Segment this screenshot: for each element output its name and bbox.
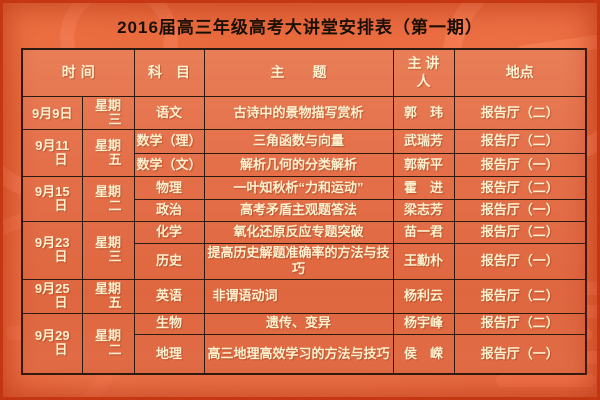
topic-cell: 三角函数与向量 xyxy=(203,129,394,154)
date-cell: 9月25 日 xyxy=(21,278,83,314)
topic-cell: 高三地理高效学习的方法与技巧 xyxy=(203,333,394,375)
speaker-cell: 杨宇峰 xyxy=(392,312,455,335)
topic-cell: 非谓语动词 xyxy=(203,278,394,314)
col-header-venue: 地点 xyxy=(453,48,587,97)
table-row: 9月29 日 星期 二 生物 遗传、变异 杨宇峰 报告厅（二） xyxy=(21,312,587,375)
speaker-cell: 侯 嵘 xyxy=(392,333,455,375)
weekday-cell: 星期 五 xyxy=(81,129,135,177)
page-title: 2016届高三年级高考大讲堂安排表（第一期） xyxy=(117,18,483,37)
speaker-cell: 杨利云 xyxy=(392,278,455,314)
subject-cell: 语文 xyxy=(133,95,205,130)
col-header-speaker-line1: 主 讲 xyxy=(407,55,440,72)
venue-cell: 报告厅（一） xyxy=(453,243,587,280)
subject-cell: 政治 xyxy=(133,199,205,222)
weekday-cell: 星期 三 xyxy=(81,221,135,280)
venue-cell: 报告厅（二） xyxy=(453,221,587,244)
speaker-cell: 霍 进 xyxy=(392,176,455,200)
col-header-speaker: 主 讲 人 xyxy=(392,48,455,97)
subject-cell: 物理 xyxy=(133,176,205,200)
weekday-line2: 三 xyxy=(108,249,122,265)
speaker-cell: 苗一君 xyxy=(392,221,455,244)
subject-cell: 历史 xyxy=(133,243,205,280)
date-line1: 9月25 xyxy=(34,280,70,296)
venue-cell: 报告厅（二） xyxy=(453,95,587,130)
speaker-cell: 王勤朴 xyxy=(392,243,455,280)
weekday-line1: 星期 xyxy=(94,280,121,296)
table-row: 9月25 日 星期 五 英语 非谓语动词 杨利云 报告厅（二） xyxy=(21,278,587,314)
date-cell: 9月23 日 xyxy=(21,221,83,280)
date-line2: 日 xyxy=(54,342,68,358)
weekday-cell: 星期 三 xyxy=(81,95,135,130)
subject-cell: 英语 xyxy=(133,278,205,314)
weekday-line1: 星期 xyxy=(94,137,121,153)
speaker-cell: 郭新平 xyxy=(392,153,455,177)
table-row: 政治 高考矛盾主观题答法 梁志芳 报告厅（一） xyxy=(22,199,587,222)
date-line2: 日 xyxy=(54,152,68,167)
date-line1: 9月15 xyxy=(34,183,70,199)
weekday-cell: 星期 五 xyxy=(81,278,135,314)
date-line2: 日 xyxy=(54,249,68,265)
weekday-line1: 星期 xyxy=(94,97,121,113)
topic-cell: 遗传、变异 xyxy=(203,312,394,335)
table-row: 9月23 日 星期 三 化学 氧化还原反应专题突破 苗一君 报告厅（二） xyxy=(21,221,587,280)
weekday-line1: 星期 xyxy=(94,183,121,199)
header-row: 时间 科 目 主 题 主 讲 人 地点 xyxy=(21,48,587,97)
subject-cell: 地理 xyxy=(133,333,205,375)
table-row: 9月11 日 星期 五 数学（理） 三角函数与向量 武瑞芳 报告厅（二） xyxy=(21,129,587,177)
table-row: 9月9日 星期 三 语文 古诗中的景物描写赏析 郭 玮 报告厅（二） xyxy=(21,95,587,130)
topic-cell: 一叶知秋析“力和运动” xyxy=(203,176,394,200)
venue-cell: 报告厅（二） xyxy=(453,278,587,314)
table-row: 地理 高三地理高效学习的方法与技巧 侯 嵘 报告厅（一） xyxy=(22,333,587,375)
date-cell: 9月29 日 xyxy=(21,312,83,375)
venue-cell: 报告厅（二） xyxy=(453,129,587,154)
col-header-speaker-line2: 人 xyxy=(416,72,431,89)
date-cell: 9月11 日 xyxy=(21,129,83,177)
date-line1: 9月9日 xyxy=(32,105,73,121)
date-line1: 9月29 xyxy=(34,328,70,343)
weekday-line2: 五 xyxy=(108,295,122,310)
table-row: 历史 提高历史解题准确率的方法与技巧 王勤朴 报告厅（一） xyxy=(22,243,587,280)
weekday-line2: 五 xyxy=(108,152,122,167)
topic-cell: 氧化还原反应专题突破 xyxy=(203,221,394,244)
subject-cell: 数学（理） xyxy=(133,129,205,154)
weekday-line2: 三 xyxy=(108,111,122,127)
subject-cell: 化学 xyxy=(133,221,205,244)
weekday-line2: 二 xyxy=(108,342,122,358)
venue-cell: 报告厅（二） xyxy=(453,312,587,335)
subject-cell: 生物 xyxy=(133,312,205,335)
col-header-subject: 科 目 xyxy=(133,48,205,97)
col-header-time: 时间 xyxy=(21,48,135,97)
table-row: 9月15 日 星期 二 物理 一叶知秋析“力和运动” 霍 进 报告厅（二） xyxy=(21,176,587,222)
topic-cell: 解析几何的分类解析 xyxy=(203,153,394,177)
weekday-cell: 星期 二 xyxy=(81,312,135,375)
weekday-line1: 星期 xyxy=(94,235,121,250)
col-header-topic: 主 题 xyxy=(203,48,394,97)
date-line2: 日 xyxy=(54,295,68,310)
topic-cell: 高考矛盾主观题答法 xyxy=(203,199,394,222)
subject-cell: 数学（文） xyxy=(133,153,205,177)
venue-cell: 报告厅（一） xyxy=(453,333,587,375)
venue-cell: 报告厅（一） xyxy=(453,199,587,222)
speaker-cell: 武瑞芳 xyxy=(392,129,455,154)
table-row: 数学（文） 解析几何的分类解析 郭新平 报告厅（一） xyxy=(22,153,587,177)
date-cell: 9月9日 xyxy=(21,95,83,130)
date-cell: 9月15 日 xyxy=(21,176,83,222)
topic-cell: 古诗中的景物描写赏析 xyxy=(203,95,394,130)
topic-cell: 提高历史解题准确率的方法与技巧 xyxy=(203,243,394,280)
weekday-line2: 二 xyxy=(108,198,122,213)
weekday-cell: 星期 二 xyxy=(81,176,135,222)
date-line1: 9月23 xyxy=(34,235,70,250)
date-line1: 9月11 xyxy=(35,137,70,153)
speaker-cell: 梁志芳 xyxy=(392,199,455,222)
schedule-table: 时间 科 目 主 题 主 讲 人 地点 9月9日 星期 三 语文 古诗中的景物描… xyxy=(21,48,587,375)
speaker-cell: 郭 玮 xyxy=(392,95,455,130)
venue-cell: 报告厅（二） xyxy=(453,176,587,200)
venue-cell: 报告厅（一） xyxy=(453,153,587,177)
date-line2: 日 xyxy=(54,198,68,213)
weekday-line1: 星期 xyxy=(94,328,121,343)
